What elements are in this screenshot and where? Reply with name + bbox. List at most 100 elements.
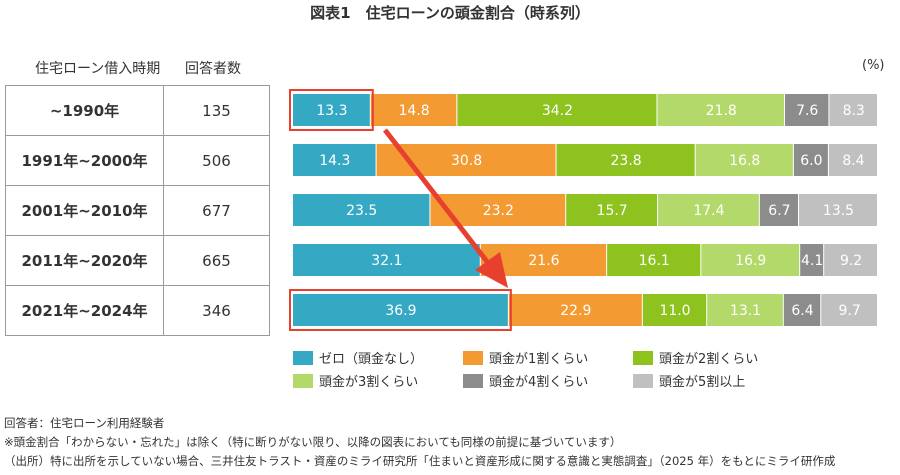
- data-label: 7.6: [796, 103, 818, 119]
- count-header: 回答者数: [185, 61, 241, 77]
- count-cell: 346: [163, 285, 270, 336]
- legend-swatch: [633, 373, 653, 388]
- legend-label: ゼロ（頭金なし）: [319, 352, 424, 367]
- highlight-box: [289, 89, 374, 131]
- bar-segment: [293, 94, 370, 126]
- data-label: 23.2: [483, 203, 514, 219]
- legend-item: ゼロ（頭金なし）: [293, 348, 423, 367]
- legend-label: 頭金が2割くらい: [659, 352, 759, 367]
- period-cell: 2001年~2010年: [5, 185, 164, 236]
- bar-segment: [800, 244, 824, 276]
- bar-segment: [556, 144, 695, 176]
- data-label: 32.1: [371, 253, 402, 269]
- data-label: 16.8: [729, 153, 760, 169]
- bar-segment: [828, 144, 877, 176]
- table-row: 2011年~2020年 665: [5, 235, 270, 286]
- data-label: 13.5: [823, 203, 854, 219]
- data-label: 14.8: [399, 103, 430, 119]
- highlight-box: [289, 289, 512, 331]
- legend-swatch: [463, 350, 483, 365]
- bar-segment: [824, 244, 877, 276]
- bar-segment: [829, 94, 877, 126]
- table-row: 2001年~2010年 677: [5, 185, 270, 236]
- bar-segment: [293, 294, 508, 326]
- data-label: 9.7: [838, 303, 860, 319]
- bar-segment: [657, 94, 784, 126]
- bar-segment: [607, 244, 701, 276]
- source-note: （出所）特に出所を示していない場合、三井住友トラスト・資産のミライ研究所「住まい…: [4, 454, 836, 468]
- table-row: 2021年~2024年 346: [5, 285, 270, 336]
- bar-segment: [695, 144, 793, 176]
- data-label: 6.0: [800, 153, 822, 169]
- respondent-note: 回答者：住宅ローン利用経験者: [4, 416, 165, 430]
- bar-segment: [293, 194, 430, 226]
- data-label: 17.4: [693, 203, 724, 219]
- legend-item: 頭金が5割以上: [633, 371, 745, 390]
- legend-item: 頭金が3割くらい: [293, 371, 418, 390]
- stacked-bar-chart: 13.3 14.8 34.2 21.8 7.6 8.3 14.3 30.8 23.8 16.8 6.…: [289, 89, 877, 331]
- legend-item: 頭金が4割くらい: [463, 371, 588, 390]
- data-label: 11.0: [659, 303, 690, 319]
- bar-segment: [457, 94, 657, 126]
- data-label: 13.3: [316, 103, 347, 119]
- data-label: 21.8: [706, 103, 737, 119]
- data-label: 14.3: [319, 153, 350, 169]
- legend-item: 頭金が1割くらい: [463, 348, 588, 367]
- data-label: 16.9: [735, 253, 766, 269]
- data-label: 22.9: [560, 303, 591, 319]
- legend-label: 頭金が4割くらい: [489, 375, 589, 390]
- respondent-table: ~1990年 135 1991年~2000年 506 2001年~2010年 677 …: [5, 85, 270, 336]
- bar-segment: [759, 194, 799, 226]
- data-label: 6.7: [768, 203, 790, 219]
- data-label: 23.8: [611, 153, 642, 169]
- legend-swatch: [293, 350, 313, 365]
- arrow-head-icon: [475, 252, 508, 288]
- exclusion-note: ※頭金割合「わからない・忘れた」は除く（特に断りがない限り、以降の図表においても…: [4, 435, 622, 449]
- bar-segment: [370, 94, 457, 126]
- table-row: 1991年~2000年 506: [5, 135, 270, 186]
- bar-segment: [821, 294, 877, 326]
- arrow-icon: [383, 128, 494, 270]
- legend-label: 頭金が1割くらい: [489, 352, 589, 367]
- bar-segment: [783, 294, 821, 326]
- bar-segment: [701, 244, 800, 276]
- period-cell: 1991年~2000年: [5, 135, 164, 186]
- data-label: 9.2: [840, 253, 862, 269]
- data-label: 8.3: [843, 103, 865, 119]
- data-label: 36.9: [385, 303, 416, 319]
- legend-swatch: [463, 373, 483, 388]
- legend-swatch: [633, 350, 653, 365]
- unit-label: (%): [862, 58, 885, 73]
- data-label: 8.4: [842, 153, 864, 169]
- period-cell: 2021年~2024年: [5, 285, 164, 336]
- data-label: 21.6: [528, 253, 559, 269]
- period-header: 住宅ローン借入時期: [35, 61, 161, 77]
- period-cell: 2011年~2020年: [5, 235, 164, 286]
- data-label: 30.8: [451, 153, 482, 169]
- bar-segment: [566, 194, 658, 226]
- bar-segment: [707, 294, 783, 326]
- legend-label: 頭金が5割以上: [659, 375, 746, 390]
- bar-segment: [508, 294, 642, 326]
- legend-swatch: [293, 373, 313, 388]
- bar-segment: [642, 294, 707, 326]
- chart-title: 図表1 住宅ローンの頭金割合（時系列）: [310, 4, 590, 22]
- bar-segment: [293, 144, 376, 176]
- data-label: 13.1: [730, 303, 761, 319]
- footnotes: 回答者：住宅ローン利用経験者 ※頭金割合「わからない・忘れた」は除く（特に断りが…: [4, 414, 835, 471]
- bar-segment: [658, 194, 759, 226]
- legend-item: 頭金が2割くらい: [633, 348, 758, 367]
- count-cell: 506: [163, 135, 270, 186]
- bar-segment: [784, 94, 829, 126]
- data-label: 4.1: [801, 253, 823, 269]
- period-cell: ~1990年: [5, 85, 164, 136]
- data-label: 16.1: [639, 253, 670, 269]
- data-label: 15.7: [597, 203, 628, 219]
- bar-segment: [799, 194, 877, 226]
- data-label: 23.5: [346, 203, 377, 219]
- bar-segment: [793, 144, 828, 176]
- data-label: 6.4: [791, 303, 813, 319]
- legend-label: 頭金が3割くらい: [319, 375, 419, 390]
- bar-segment: [293, 244, 480, 276]
- count-cell: 677: [163, 185, 270, 236]
